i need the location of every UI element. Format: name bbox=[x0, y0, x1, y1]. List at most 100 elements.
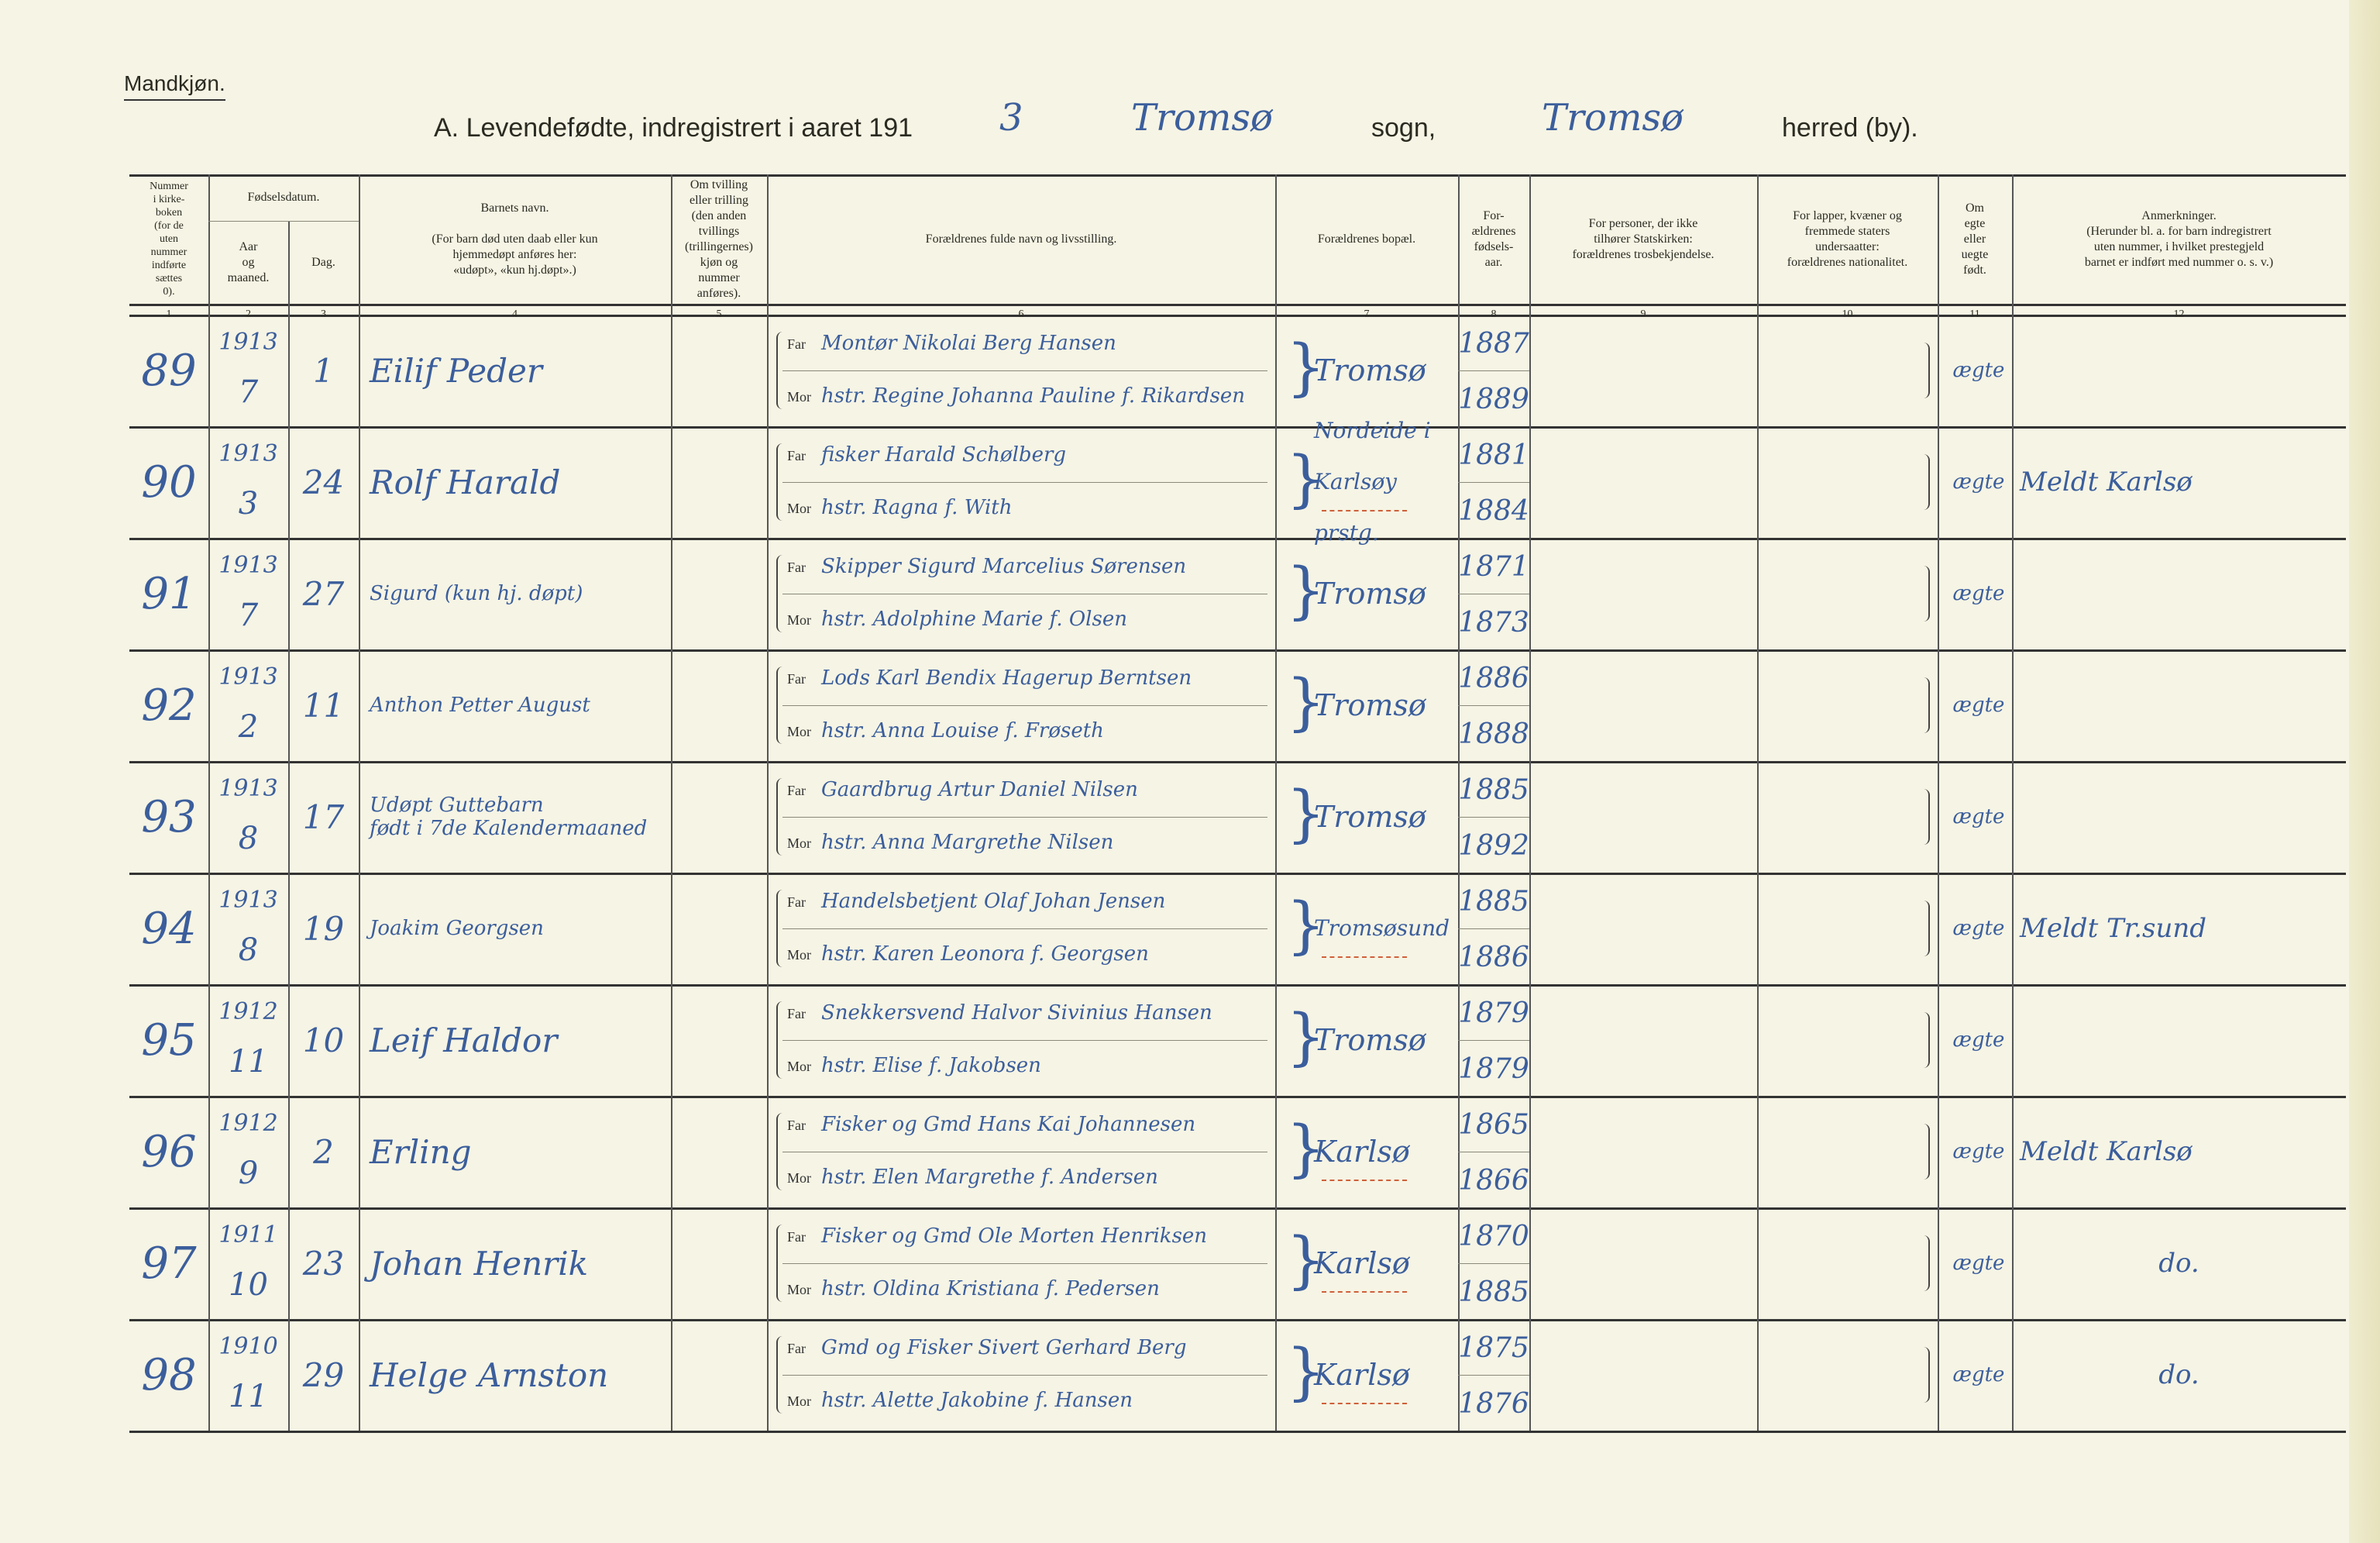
row-rule bbox=[129, 649, 2346, 652]
far-mor-divider bbox=[782, 705, 1267, 706]
mother-name-occupation: hstr. Anna Louise f. Frøseth bbox=[821, 719, 1104, 742]
column-rule bbox=[1458, 174, 1460, 1431]
entry-number: 97 bbox=[141, 1238, 197, 1289]
legitimacy: ægte bbox=[1952, 917, 2005, 940]
legit-bracket bbox=[1924, 1235, 1930, 1291]
mor-label: Mor bbox=[787, 723, 811, 739]
legitimacy: ægte bbox=[1952, 359, 2005, 382]
far-mor-divider bbox=[782, 817, 1267, 818]
year-divider bbox=[1458, 370, 1529, 371]
residence-brace: } bbox=[1286, 331, 1326, 403]
father-name-occupation: Fisker og Gmd Hans Kai Johannesen bbox=[821, 1113, 1196, 1136]
title-year-digit: 3 bbox=[999, 96, 1023, 139]
column-number-5: 5 bbox=[716, 308, 722, 320]
far-mor-divider bbox=[782, 928, 1267, 929]
column-header-4: Barnets navn. (For barn død uten daab el… bbox=[432, 201, 598, 277]
child-name: Udøpt Guttebarn født i 7de Kalendermaane… bbox=[370, 794, 648, 840]
birth-year: 1912 bbox=[218, 997, 278, 1025]
far-mor-divider bbox=[782, 482, 1267, 483]
birth-month: 10 bbox=[229, 1267, 268, 1303]
column-header-12: Anmerkninger. (Herunder bl. a. for barn … bbox=[2084, 208, 2274, 269]
birth-day: 1 bbox=[313, 351, 334, 390]
father-birth-year: 1871 bbox=[1458, 550, 1529, 583]
birth-year: 1913 bbox=[218, 886, 278, 914]
mother-name-occupation: hstr. Regine Johanna Pauline f. Rikardse… bbox=[821, 384, 1246, 408]
year-divider bbox=[1458, 482, 1529, 483]
birth-year: 1913 bbox=[218, 439, 278, 467]
parents-residence: Karlsø bbox=[1314, 1135, 1410, 1169]
far-label: Far bbox=[787, 447, 806, 463]
remark bbox=[2020, 761, 2338, 873]
column-header-9: For personer, der ikke tilhører Statskir… bbox=[1572, 216, 1714, 261]
far-mor-divider bbox=[782, 370, 1267, 371]
mother-birth-year: 1879 bbox=[1458, 1052, 1529, 1085]
mother-birth-year: 1892 bbox=[1458, 829, 1529, 862]
child-name: Joakim Georgsen bbox=[370, 917, 544, 940]
mother-birth-year: 1876 bbox=[1458, 1387, 1529, 1420]
mor-label: Mor bbox=[787, 500, 811, 516]
birth-month: 8 bbox=[238, 821, 259, 856]
sogn-label: sogn, bbox=[1371, 113, 1436, 143]
column-number-2: 2 bbox=[246, 308, 251, 320]
mother-birth-year: 1888 bbox=[1458, 718, 1529, 750]
mother-birth-year: 1889 bbox=[1458, 383, 1529, 415]
residence-brace: } bbox=[1286, 554, 1326, 626]
father-name-occupation: Fisker og Gmd Ole Morten Henriksen bbox=[821, 1224, 1208, 1248]
far-label: Far bbox=[787, 670, 806, 687]
birth-month: 7 bbox=[238, 598, 259, 633]
birth-date-group-header: Fødselsdatum. bbox=[247, 191, 320, 204]
birth-month: 11 bbox=[229, 1044, 268, 1080]
mother-name-occupation: hstr. Ragna f. With bbox=[821, 496, 1013, 519]
residence-brace: } bbox=[1286, 889, 1326, 961]
page-edge bbox=[2349, 0, 2380, 1543]
date-group-rule bbox=[208, 221, 359, 222]
year-divider bbox=[1458, 817, 1529, 818]
red-pencil-underline bbox=[1322, 504, 1407, 511]
residence-brace: } bbox=[1286, 777, 1326, 849]
child-name: Erling bbox=[370, 1132, 472, 1171]
father-name-occupation: fisker Harald Schølberg bbox=[821, 443, 1067, 467]
entry-number: 91 bbox=[141, 568, 197, 619]
residence-brace: } bbox=[1286, 666, 1326, 738]
father-birth-year: 1887 bbox=[1458, 327, 1529, 360]
remark: Meldt Karlsø bbox=[2020, 467, 2193, 498]
remark: do. bbox=[2158, 1248, 2199, 1279]
mor-label: Mor bbox=[787, 1281, 811, 1297]
birth-day: 23 bbox=[302, 1244, 345, 1283]
remark bbox=[2020, 538, 2338, 649]
birth-year: 1910 bbox=[218, 1332, 278, 1360]
legitimacy: ægte bbox=[1952, 1363, 2005, 1386]
column-rule bbox=[1529, 174, 1531, 1431]
parents-bracket bbox=[776, 1001, 784, 1079]
birth-day: 11 bbox=[302, 686, 345, 725]
mother-birth-year: 1866 bbox=[1458, 1164, 1529, 1197]
birth-month: 7 bbox=[238, 374, 259, 410]
father-name-occupation: Montør Nikolai Berg Hansen bbox=[821, 332, 1116, 355]
mother-name-occupation: hstr. Alette Jakobine f. Hansen bbox=[821, 1389, 1133, 1412]
child-name: Anthon Petter August bbox=[370, 694, 590, 717]
father-name-occupation: Handelsbetjent Olaf Johan Jensen bbox=[821, 890, 1166, 913]
parents-bracket bbox=[776, 890, 784, 967]
far-label: Far bbox=[787, 782, 806, 798]
column-rule bbox=[288, 221, 290, 1431]
legitimacy: ægte bbox=[1952, 582, 2005, 605]
parents-bracket bbox=[776, 778, 784, 856]
legitimacy: ægte bbox=[1952, 694, 2005, 717]
father-name-occupation: Gaardbrug Artur Daniel Nilsen bbox=[821, 778, 1138, 801]
red-pencil-underline bbox=[1322, 1397, 1407, 1404]
birth-day: 10 bbox=[302, 1021, 345, 1059]
column-rule bbox=[2012, 174, 2014, 1431]
parents-residence: Karlsø bbox=[1314, 1246, 1410, 1280]
child-name: Johan Henrik bbox=[370, 1244, 589, 1283]
column-rule bbox=[1757, 174, 1759, 1431]
birth-year: 1913 bbox=[218, 774, 278, 802]
herred-value: Tromsø bbox=[1542, 96, 1684, 139]
column-rule bbox=[767, 174, 769, 1431]
row-rule bbox=[129, 761, 2346, 763]
birth-year: 1913 bbox=[218, 663, 278, 691]
legit-bracket bbox=[1924, 343, 1930, 398]
table-top-rule bbox=[129, 174, 2346, 177]
father-name-occupation: Snekkersvend Halvor Sivinius Hansen bbox=[821, 1001, 1212, 1025]
mor-label: Mor bbox=[787, 946, 811, 963]
birth-day: 27 bbox=[302, 574, 345, 613]
